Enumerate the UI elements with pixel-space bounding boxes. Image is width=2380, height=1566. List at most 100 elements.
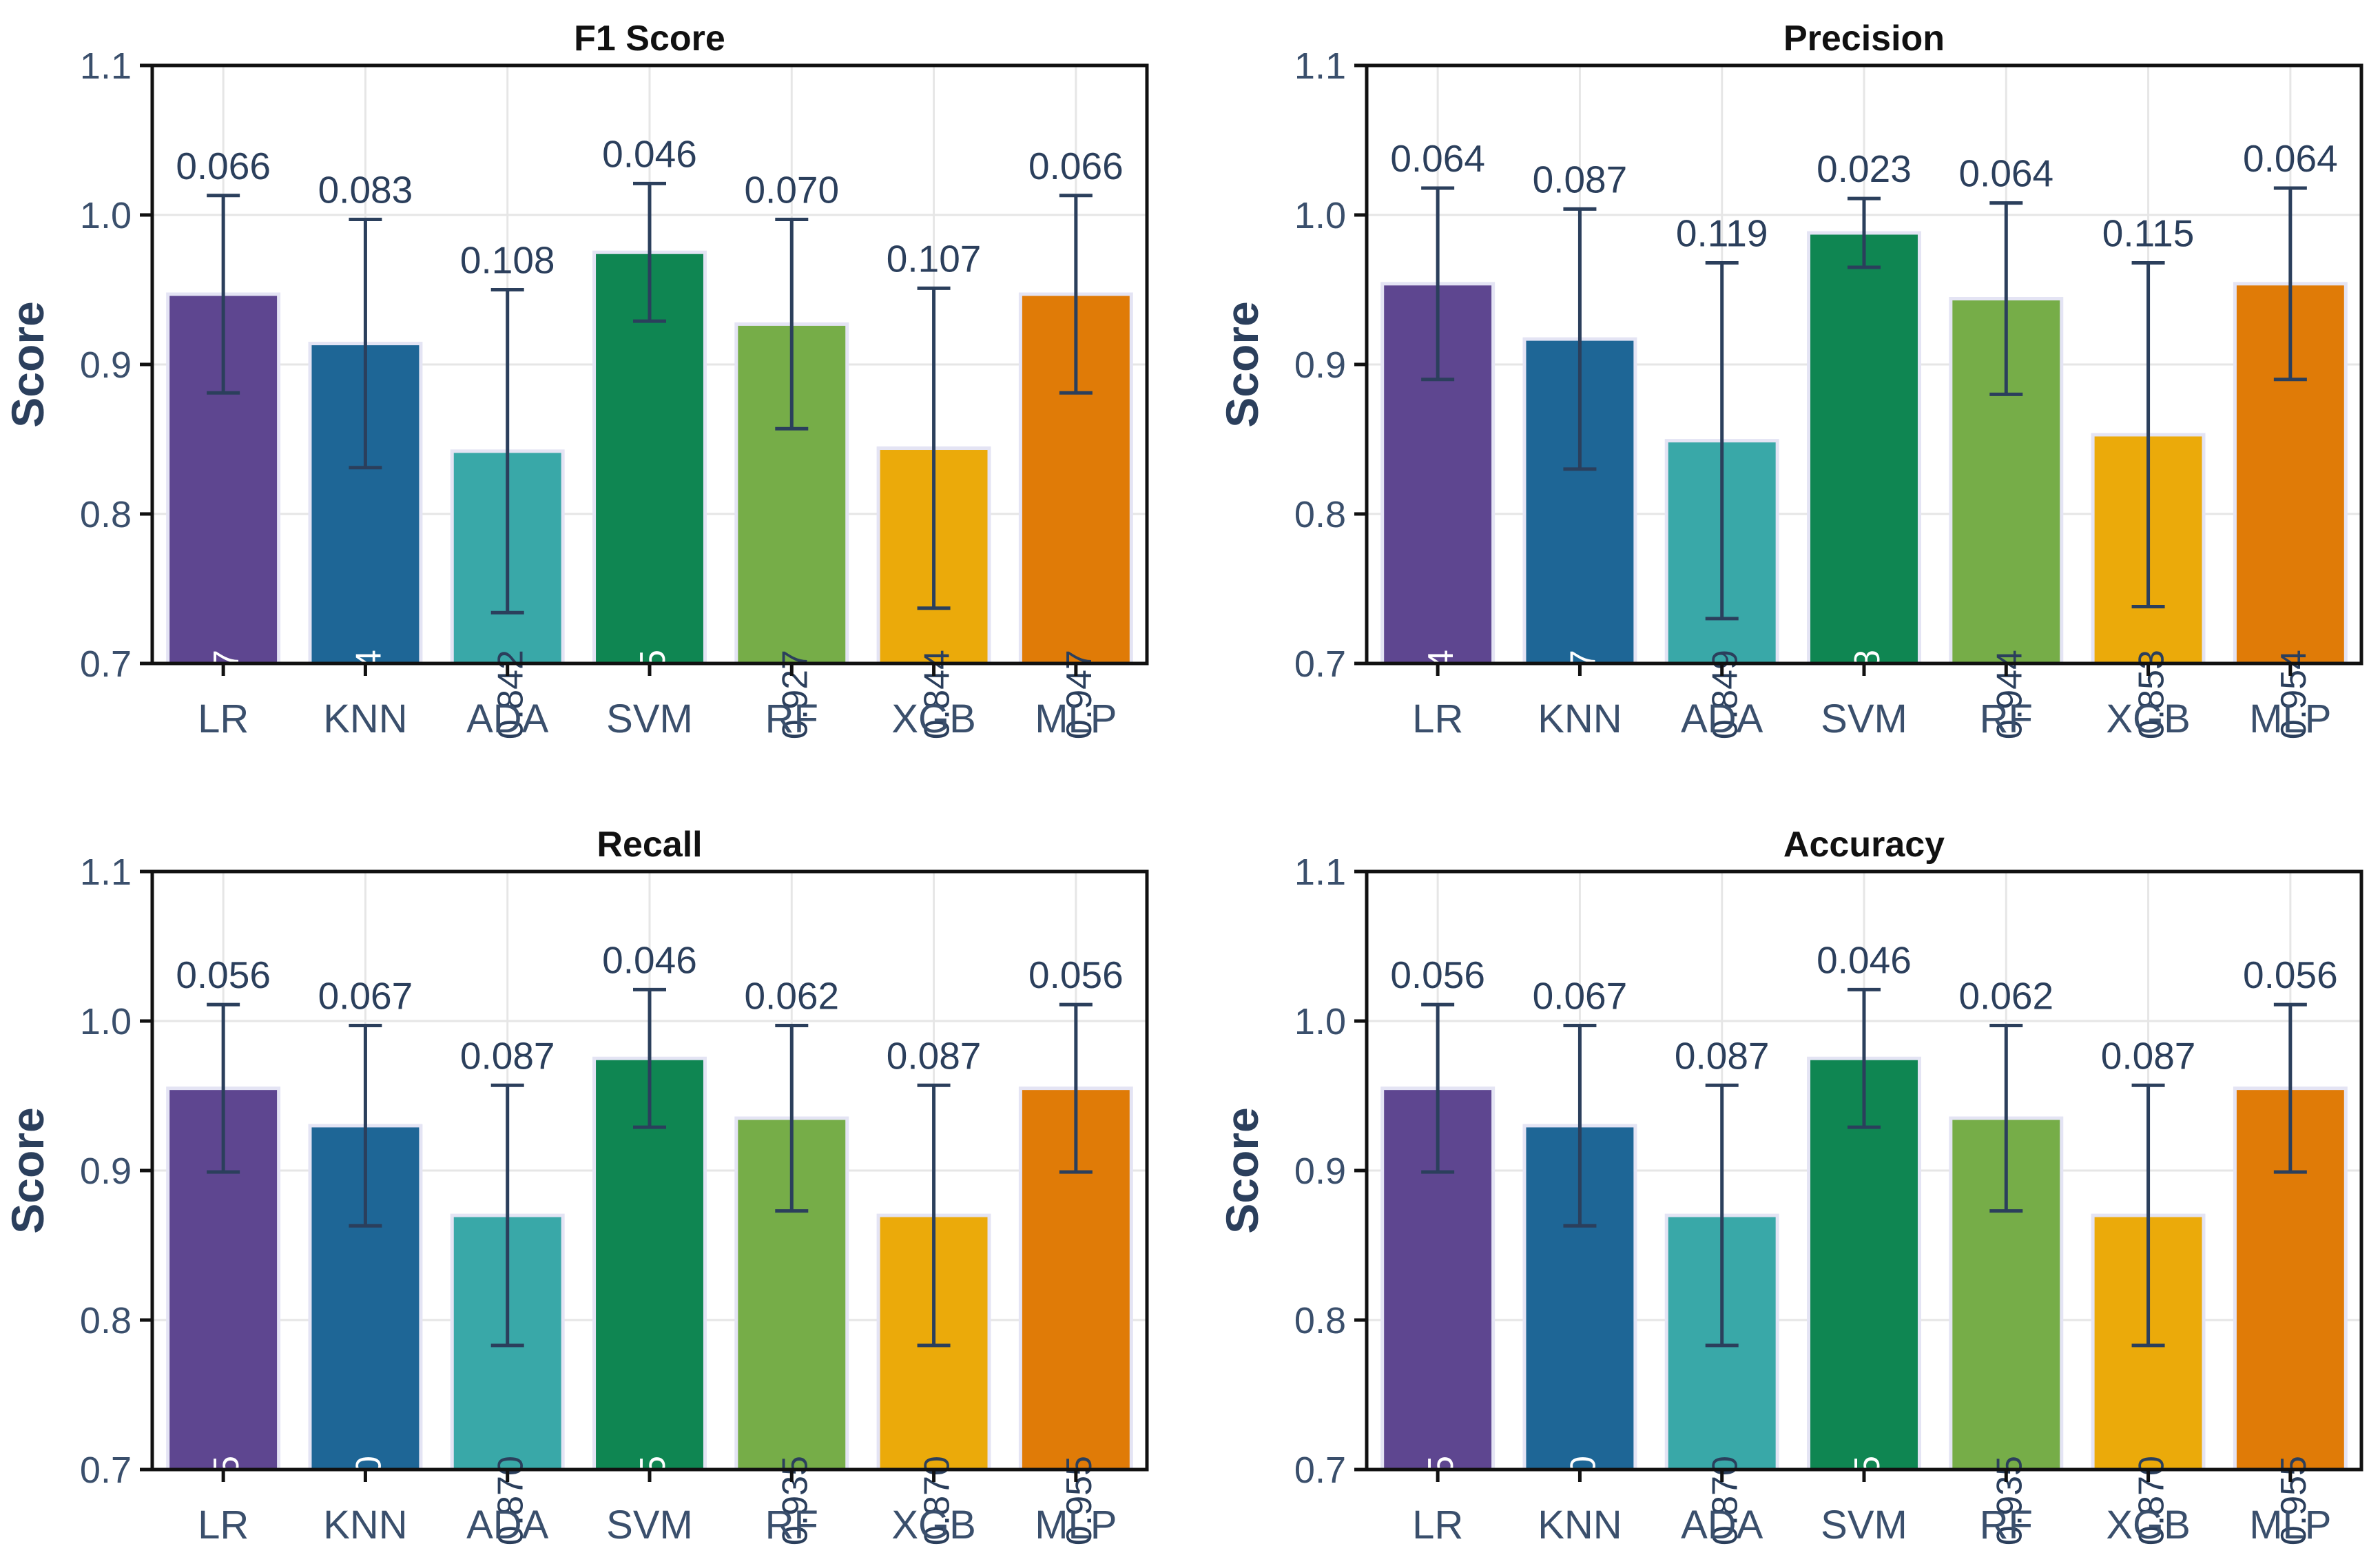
y-tick-label: 1.1 (1294, 852, 1346, 893)
error-bar-rf (1989, 1024, 2023, 1213)
error-label: 0.083 (318, 169, 413, 212)
x-tick-label: MLP (2249, 697, 2331, 741)
y-tick-label: 0.7 (1294, 1450, 1346, 1491)
x-tick-label: XGB (2106, 1503, 2191, 1547)
error-bar-ada (490, 288, 524, 615)
chart-title: Precision (1783, 19, 1945, 59)
y-tick-label: 1.0 (80, 195, 132, 236)
error-bar-ada (1705, 260, 1739, 621)
y-tick-label: 0.7 (80, 643, 132, 685)
error-label: 0.046 (602, 938, 697, 981)
x-tick-label: LR (198, 1503, 249, 1547)
x-tick-label: XGB (891, 1503, 976, 1547)
x-tick-label: MLP (2249, 1503, 2331, 1547)
y-tick-label: 0.9 (80, 344, 132, 386)
error-bar-lr (207, 1002, 240, 1174)
error-label: 0.066 (1028, 145, 1124, 187)
error-bar-xgb (917, 1083, 951, 1348)
error-label: 0.087 (887, 1034, 982, 1077)
error-bar-svm (633, 181, 666, 323)
error-bar-rf (1989, 201, 2023, 396)
y-tick-label: 1.1 (80, 852, 132, 893)
error-label: 0.087 (1533, 158, 1628, 200)
x-tick-label: KNN (1538, 697, 1622, 741)
error-bar-knn (1563, 207, 1597, 471)
x-tick-label: KNN (323, 1503, 407, 1547)
error-bar-ada (1705, 1083, 1739, 1348)
x-tick-label: XGB (2106, 697, 2191, 741)
y-tick-label: 1.0 (1294, 195, 1346, 236)
error-label: 0.067 (1533, 975, 1628, 1018)
y-tick-label: 0.9 (1294, 1151, 1346, 1192)
x-tick-label: RF (1980, 1503, 2033, 1547)
chart-panel-3: 0.056 0.0670.0870.0460.0620.0870.0560.955… (2, 825, 1149, 1547)
x-tick-label: SVM (1821, 1503, 1907, 1547)
error-bar-knn (349, 1024, 382, 1228)
error-bar-mlp (1059, 1002, 1093, 1174)
error-bar-rf (775, 1024, 809, 1213)
x-tick-label: LR (198, 697, 249, 741)
x-tick-label: MLP (1035, 1503, 1117, 1547)
error-bar-knn (1563, 1024, 1597, 1228)
bar-svm (1807, 231, 1921, 666)
y-axis-label: Score (2, 301, 53, 427)
chart-title: Accuracy (1783, 825, 1945, 865)
y-tick-label: 1.0 (1294, 1001, 1346, 1042)
y-tick-label: 0.8 (1294, 1300, 1346, 1341)
x-tick-label: ADA (466, 697, 549, 741)
x-tick-label: SVM (606, 697, 693, 741)
x-tick-label: RF (1980, 697, 2033, 741)
x-tick-label: RF (765, 697, 818, 741)
error-label: 0.119 (1676, 212, 1768, 254)
y-tick-label: 0.8 (1294, 494, 1346, 535)
error-label: 0.115 (2102, 212, 2195, 254)
y-tick-label: 0.8 (80, 494, 132, 535)
error-bar-mlp (1059, 194, 1093, 395)
x-tick-label: SVM (1821, 697, 1907, 741)
error-bar-lr (1421, 186, 1455, 382)
chart-title: F1 Score (574, 19, 725, 59)
x-tick-label: KNN (323, 697, 407, 741)
x-tick-label: LR (1412, 1503, 1463, 1547)
x-tick-label: ADA (466, 1503, 549, 1547)
error-bar-mlp (2273, 186, 2307, 382)
error-bar-knn (349, 218, 382, 470)
error-label: 0.064 (1390, 137, 1485, 180)
error-label: 0.066 (176, 145, 271, 187)
error-bar-lr (207, 194, 240, 395)
error-bar-rf (775, 218, 809, 431)
error-label: 0.046 (602, 132, 697, 175)
error-label: 0.056 (1390, 954, 1485, 996)
error-label: 0.087 (2101, 1034, 2196, 1077)
error-label: 0.108 (460, 239, 555, 282)
error-label: 0.056 (2243, 954, 2338, 996)
error-label: 0.062 (1958, 975, 2053, 1018)
error-bar-xgb (2131, 1083, 2165, 1348)
x-tick-label: SVM (606, 1503, 693, 1547)
y-tick-label: 0.9 (80, 1151, 132, 1192)
y-tick-label: 1.0 (80, 1001, 132, 1042)
x-tick-label: RF (765, 1503, 818, 1547)
x-tick-label: LR (1412, 697, 1463, 741)
y-axis-label: Score (2, 1107, 53, 1233)
y-tick-label: 0.9 (1294, 344, 1346, 386)
error-bar-xgb (917, 286, 951, 610)
x-tick-label: MLP (1035, 697, 1117, 741)
error-label: 0.023 (1817, 147, 1912, 190)
error-bar-svm (1848, 196, 1881, 269)
error-label: 0.064 (1958, 152, 2053, 195)
y-tick-label: 1.1 (80, 45, 132, 87)
error-bar-svm (633, 987, 666, 1129)
y-tick-label: 0.8 (80, 1300, 132, 1341)
y-tick-label: 0.7 (1294, 643, 1346, 685)
error-label: 0.064 (2243, 137, 2338, 180)
error-label: 0.056 (176, 954, 271, 996)
error-label: 0.107 (887, 237, 982, 280)
error-bar-xgb (2131, 260, 2165, 609)
error-label: 0.062 (744, 975, 839, 1018)
y-axis-label: Score (1217, 301, 1267, 427)
error-label: 0.067 (318, 975, 413, 1018)
error-label: 0.087 (460, 1034, 555, 1077)
error-label: 0.070 (744, 169, 839, 212)
